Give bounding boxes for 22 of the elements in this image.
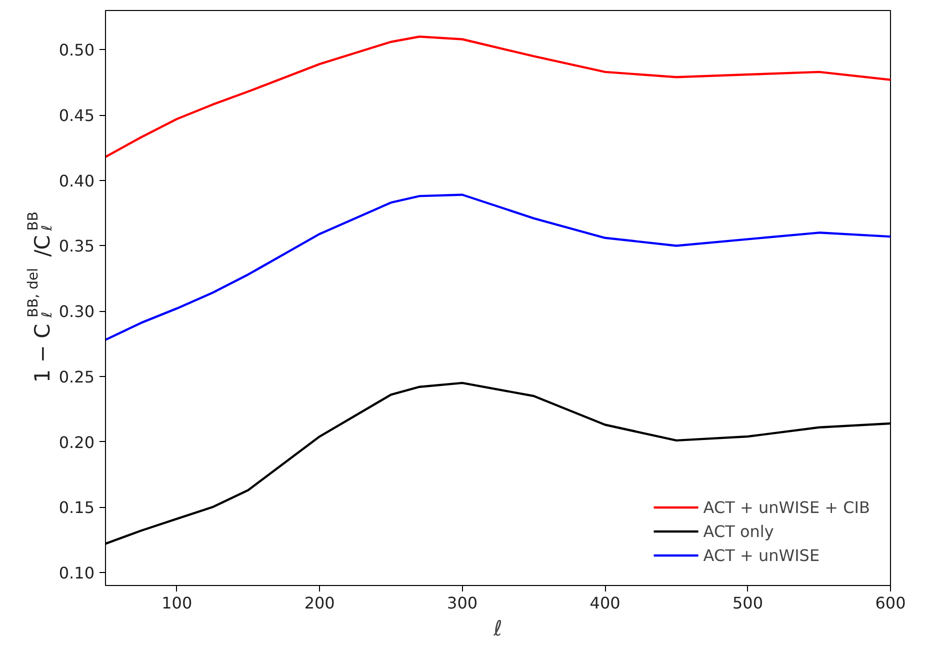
y-tick-label: 0.25 — [58, 367, 94, 386]
y-tick-label: 0.40 — [58, 171, 94, 190]
legend-label: ACT + unWISE — [703, 546, 820, 564]
y-tick-label: 0.50 — [58, 40, 94, 60]
x-tick-label: 600 — [875, 594, 906, 612]
y-tick-label: 0.20 — [58, 432, 94, 452]
y-tick-label: 0.35 — [58, 236, 94, 256]
x-axis-title: ℓ — [492, 616, 502, 640]
legend-label: ACT + unWISE + CIB — [703, 498, 870, 516]
line-series — [106, 36, 890, 158]
legend-label: ACT only — [703, 522, 774, 540]
x-tick-label: 200 — [304, 594, 335, 612]
y-tick-label: 0.45 — [58, 106, 94, 126]
x-tick-label: 500 — [732, 594, 764, 612]
y-axis-title: 1 − CℓBB, del/CℓBB — [26, 212, 56, 383]
y-tick-label: 0.30 — [58, 302, 94, 322]
y-tick-label: 0.15 — [58, 498, 94, 518]
x-tick-label: 300 — [447, 594, 478, 612]
x-tick-label: 400 — [590, 594, 620, 612]
y-tick-label: 0.10 — [58, 563, 94, 582]
x-tick-label: 100 — [162, 594, 192, 612]
line-series — [106, 194, 890, 341]
